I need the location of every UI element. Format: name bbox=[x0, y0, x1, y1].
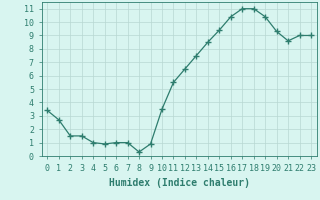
X-axis label: Humidex (Indice chaleur): Humidex (Indice chaleur) bbox=[109, 178, 250, 188]
